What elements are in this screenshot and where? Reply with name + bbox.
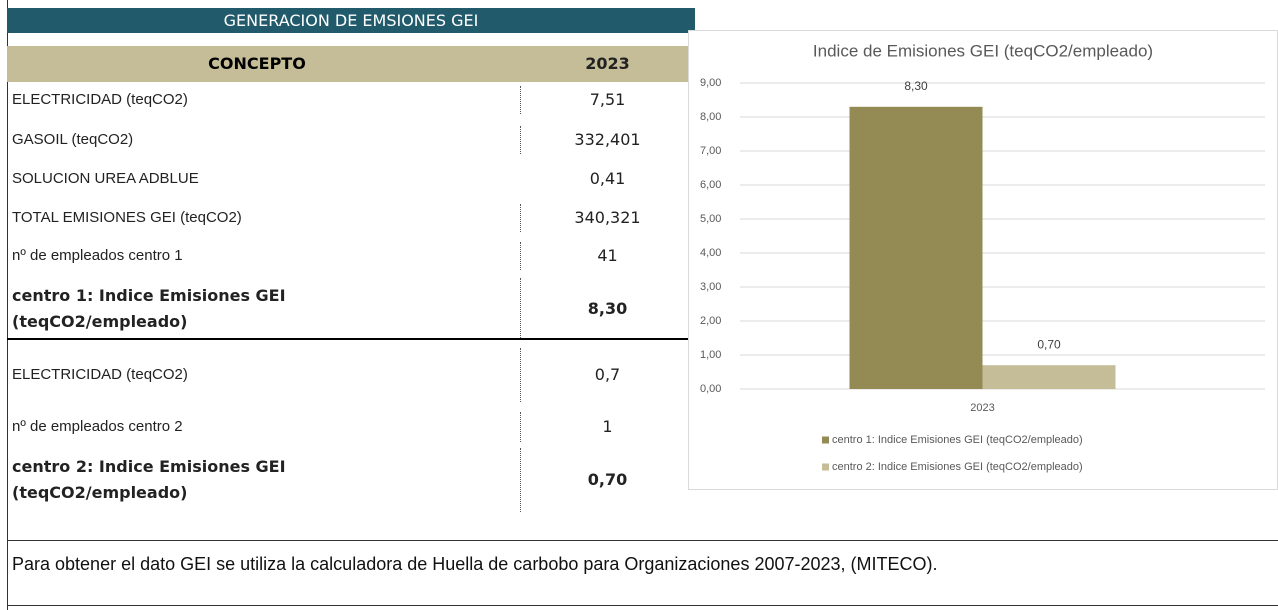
row-label: centro 1: Indice Emisiones GEI (teqCO2/e… [12,286,286,331]
y-tick-label: 2,00 [700,315,721,327]
legend-swatch [822,436,829,444]
cell-divider [520,448,521,512]
row-label: GASOIL (teqCO2) [12,131,134,148]
legend-label: centro 2: Indice Emisiones GEI (teqCO2/e… [832,461,1083,473]
row-label: nº de empleados centro 2 [12,418,183,435]
bar [982,365,1116,389]
header-cell: CONCEPTO [208,54,306,73]
data-label: 8,30 [904,79,928,93]
row-value: 0,7 [594,365,621,384]
header-cell: 2023 [585,54,630,73]
cell-divider [520,242,521,270]
cell-divider [520,204,521,232]
separator [7,338,690,340]
y-tick-label: 1,00 [700,349,721,361]
row-value: 340,321 [574,208,641,227]
table-title: GENERACION DE EMSIONES GEI [7,8,695,33]
row-value: 332,401 [574,130,641,149]
row-value: 1 [602,417,613,436]
y-tick-label: 0,00 [700,383,721,395]
row-label: nº de empleados centro 1 [12,247,183,264]
row-label: SOLUCION UREA ADBLUE [12,170,199,187]
row-value: 8,30 [587,299,628,318]
row-value: 7,51 [589,90,626,109]
y-tick-label: 7,00 [700,145,721,157]
y-tick-label: 3,00 [700,281,721,293]
footnote: Para obtener el dato GEI se utiliza la c… [12,554,938,574]
cell-divider [520,412,521,442]
y-tick-label: 8,00 [700,111,721,123]
bottom-border [7,605,1278,606]
header-row [7,46,690,82]
row-label: ELECTRICIDAD (teqCO2) [12,91,188,108]
data-label: 0,70 [1037,337,1061,351]
chart-frame [688,30,1278,490]
cell-divider [520,126,521,154]
left-border [7,0,8,610]
row-label: ELECTRICIDAD (teqCO2) [12,366,188,383]
bar [849,106,983,390]
row-label: TOTAL EMISIONES GEI (teqCO2) [12,209,242,226]
legend-label: centro 1: Indice Emisiones GEI (teqCO2/e… [832,434,1083,446]
cell-divider [520,348,521,402]
row-label: centro 2: Indice Emisiones GEI (teqCO2/e… [12,457,286,502]
row-value: 41 [597,246,618,265]
chart-title: Indice de Emisiones GEI (teqCO2/empleado… [813,41,1153,60]
y-tick-label: 4,00 [700,247,721,259]
cell-divider [520,86,521,114]
cell-divider [520,278,521,340]
footer-border [7,540,1278,541]
chart: Indice de Emisiones GEI (teqCO2/empleado… [688,30,1278,490]
x-tick-label: 2023 [970,402,994,414]
y-tick-label: 6,00 [700,179,721,191]
legend-swatch [822,463,829,471]
y-tick-label: 5,00 [700,213,721,225]
row-value: 0,70 [587,470,628,489]
y-tick-label: 9,00 [700,77,721,89]
row-value: 0,41 [589,169,626,188]
